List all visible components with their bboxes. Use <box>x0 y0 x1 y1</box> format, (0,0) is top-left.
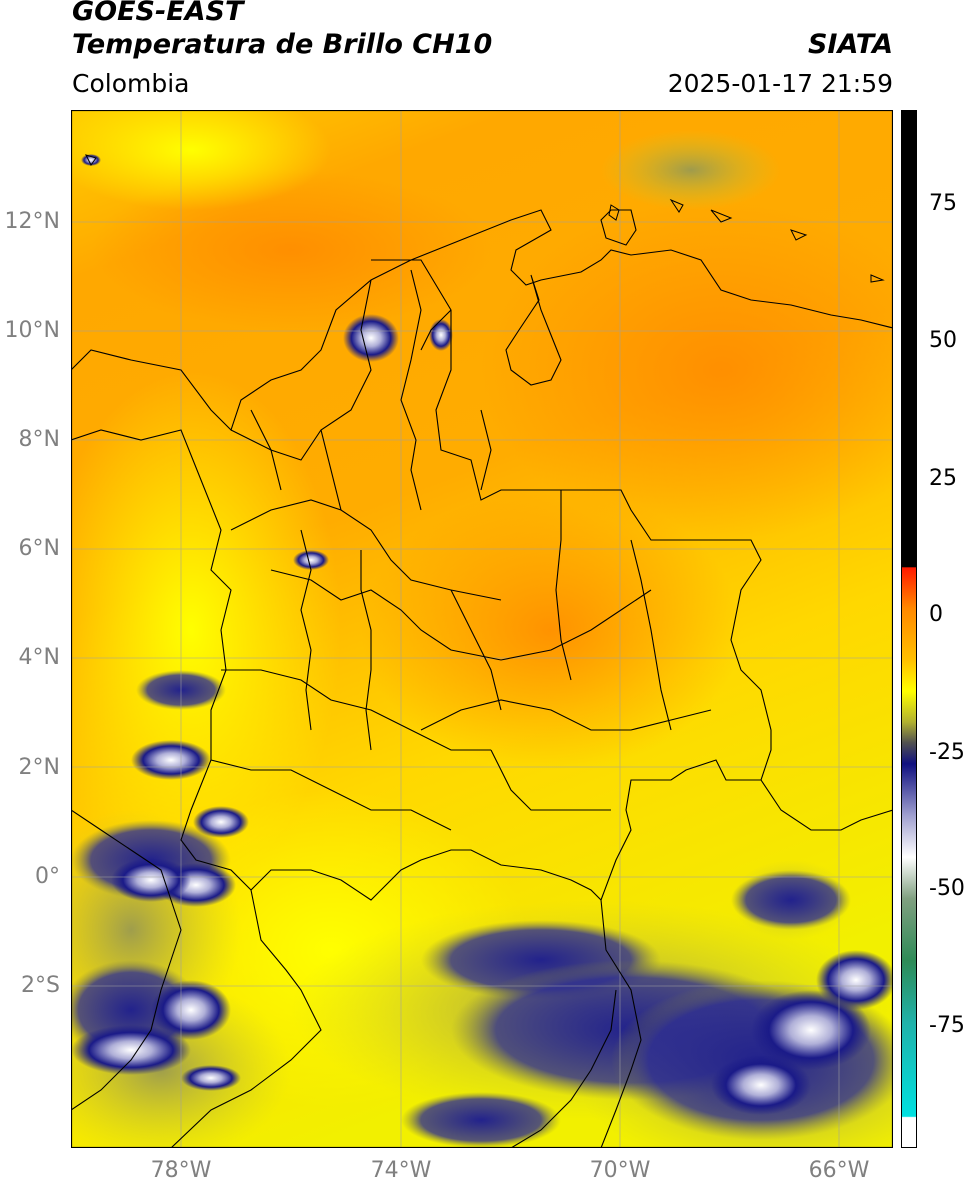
colorbar-tick-25: 25 <box>929 466 957 491</box>
lat-label-6N: 6°N <box>18 536 60 561</box>
lat-label-4N: 4°N <box>18 645 60 670</box>
lon-label-74W: 74°W <box>370 1158 432 1183</box>
lat-label-8N: 8°N <box>18 427 60 452</box>
lat-label-12N: 12°N <box>4 209 60 234</box>
islands <box>85 154 885 283</box>
product-title: Temperatura de Brillo CH10 <box>72 29 493 60</box>
coastlines-borders <box>71 209 893 1148</box>
colorbar-tick-50: 50 <box>929 328 957 353</box>
colorbar-tick-75: 75 <box>929 191 957 216</box>
lat-label-2N: 2°N <box>18 755 60 780</box>
lon-label-78W: 78°W <box>150 1158 212 1183</box>
colorbar-tick-minus25: -25 <box>929 740 965 765</box>
colorbar-tick-0: 0 <box>929 602 943 627</box>
satellite-title: GOES-EAST <box>72 0 244 27</box>
colorbar-tick-minus75: -75 <box>929 1013 965 1038</box>
datetime-label: 2025-01-17 21:59 <box>667 69 893 98</box>
lat-label-2S: 2°S <box>21 973 60 998</box>
colorbar-tick-minus50: -50 <box>929 876 965 901</box>
region-label: Colombia <box>72 69 190 98</box>
lat-label-0: 0° <box>35 864 60 889</box>
brightness-temperature-map <box>71 110 893 1148</box>
lon-label-70W: 70°W <box>589 1158 651 1183</box>
lon-label-66W: 66°W <box>808 1158 870 1183</box>
graticule <box>71 110 893 1148</box>
agency-label: SIATA <box>807 29 893 60</box>
lat-label-10N: 10°N <box>4 318 60 343</box>
colorbar <box>901 110 917 1148</box>
